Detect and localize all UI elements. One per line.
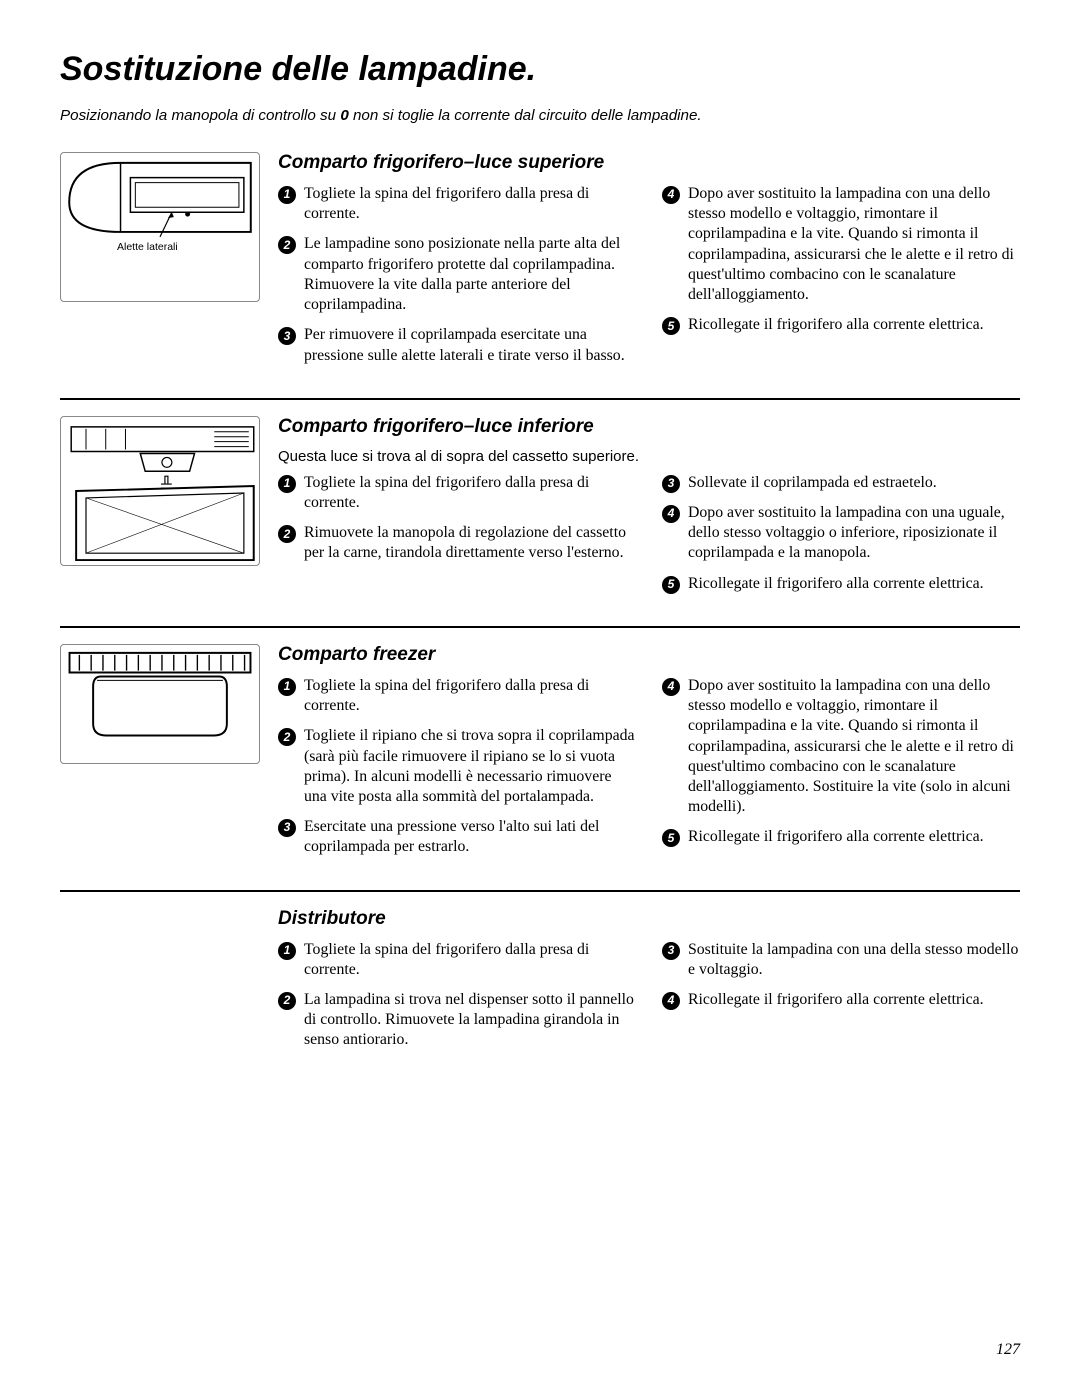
step: 5 Ricollegate il frigorifero alla corrent…	[662, 827, 1020, 847]
section-freezer: Comparto freezer 1 Togliete la spina del …	[60, 644, 1020, 868]
step-number-icon: 4	[662, 505, 680, 523]
step-number-icon: 4	[662, 186, 680, 204]
step-number-icon: 5	[662, 317, 680, 335]
step-text: Togliete la spina del frigorifero dalla …	[304, 940, 636, 980]
section-dispenser: Distributore 1 Togliete la spina del frig…	[60, 908, 1020, 1061]
illustration-freezer	[60, 644, 260, 764]
step-number-icon: 2	[278, 525, 296, 543]
step: 3 Sollevate il coprilampada ed estraetelo…	[662, 473, 1020, 493]
step-number-icon: 2	[278, 236, 296, 254]
section-title: Comparto frigorifero–luce inferiore	[278, 416, 1020, 438]
right-column: 4 Dopo aver sostituito la lampadina con u…	[662, 184, 1020, 376]
illustration-lower	[60, 416, 260, 566]
step-text: Dopo aver sostituito la lampadina con un…	[688, 184, 1020, 305]
step-text: Togliete la spina del frigorifero dalla …	[304, 184, 636, 224]
section-lower-light: Comparto frigorifero–luce inferiore Ques…	[60, 416, 1020, 604]
page-number: 127	[996, 1341, 1020, 1359]
illustration-upper: Alette laterali	[60, 152, 260, 302]
step: 5 Ricollegate il frigorifero alla corrent…	[662, 315, 1020, 335]
intro-text: Posizionando la manopola di controllo su…	[60, 107, 1020, 124]
step-text: Rimuovete la manopola di regolazione del…	[304, 523, 636, 563]
step-number-icon: 3	[662, 475, 680, 493]
step: 1 Togliete la spina del frigorifero dalla…	[278, 940, 636, 980]
divider	[60, 398, 1020, 400]
left-column: 1 Togliete la spina del frigorifero dalla…	[278, 473, 636, 604]
step-number-icon: 4	[662, 992, 680, 1010]
step: 2 La lampadina si trova nel dispenser sot…	[278, 990, 636, 1051]
section-upper-light: Alette laterali Comparto frigorifero–luc…	[60, 152, 1020, 376]
step-text: Sostituite la lampadina con una della st…	[688, 940, 1020, 980]
page-title: Sostituzione delle lampadine.	[60, 50, 1020, 89]
step-text: Togliete la spina del frigorifero dalla …	[304, 473, 636, 513]
left-column: 1 Togliete la spina del frigorifero dalla…	[278, 940, 636, 1061]
divider	[60, 890, 1020, 892]
step: 3 Esercitate una pressione verso l'alto s…	[278, 817, 636, 857]
step-text: Ricollegate il frigorifero alla corrente…	[688, 990, 1020, 1010]
step-text: Togliete il ripiano che si trova sopra i…	[304, 726, 636, 807]
step-number-icon: 3	[662, 942, 680, 960]
section-title: Distributore	[278, 908, 1020, 930]
step-text: La lampadina si trova nel dispenser sott…	[304, 990, 636, 1051]
step-text: Togliete la spina del frigorifero dalla …	[304, 676, 636, 716]
intro-bold: 0	[340, 107, 348, 124]
step: 2 Le lampadine sono posizionate nella par…	[278, 234, 636, 315]
step-number-icon: 2	[278, 728, 296, 746]
step: 3 Sostituite la lampadina con una della s…	[662, 940, 1020, 980]
section-note: Questa luce si trova al di sopra del cas…	[278, 448, 1020, 465]
step: 2 Togliete il ripiano che si trova sopra …	[278, 726, 636, 807]
step-text: Per rimuovere il coprilampada esercitate…	[304, 325, 636, 365]
step: 1 Togliete la spina del frigorifero dalla…	[278, 184, 636, 224]
step: 4 Ricollegate il frigorifero alla corrent…	[662, 990, 1020, 1010]
divider	[60, 626, 1020, 628]
step-text: Esercitate una pressione verso l'alto su…	[304, 817, 636, 857]
step: 1 Togliete la spina del frigorifero dalla…	[278, 676, 636, 716]
step-text: Ricollegate il frigorifero alla corrente…	[688, 827, 1020, 847]
step: 5 Ricollegate il frigorifero alla corrent…	[662, 574, 1020, 594]
section-title: Comparto frigorifero–luce superiore	[278, 152, 1020, 174]
step-number-icon: 1	[278, 678, 296, 696]
step-number-icon: 5	[662, 576, 680, 594]
step: 4 Dopo aver sostituito la lampadina con u…	[662, 676, 1020, 818]
step: 2 Rimuovete la manopola di regolazione de…	[278, 523, 636, 563]
intro-prefix: Posizionando la manopola di controllo su	[60, 107, 340, 124]
step-number-icon: 3	[278, 819, 296, 837]
step: 1 Togliete la spina del frigorifero dalla…	[278, 473, 636, 513]
step-number-icon: 1	[278, 475, 296, 493]
step-number-icon: 1	[278, 942, 296, 960]
step-text: Dopo aver sostituito la lampadina con un…	[688, 676, 1020, 818]
step-text: Dopo aver sostituito la lampadina con un…	[688, 503, 1020, 564]
step-number-icon: 5	[662, 829, 680, 847]
step-number-icon: 2	[278, 992, 296, 1010]
right-column: 3 Sostituite la lampadina con una della s…	[662, 940, 1020, 1061]
step-text: Ricollegate il frigorifero alla corrente…	[688, 315, 1020, 335]
right-column: 4 Dopo aver sostituito la lampadina con u…	[662, 676, 1020, 868]
intro-suffix: non si toglie la corrente dal circuito d…	[349, 107, 702, 124]
step-text: Le lampadine sono posizionate nella part…	[304, 234, 636, 315]
left-column: 1 Togliete la spina del frigorifero dalla…	[278, 184, 636, 376]
step: 4 Dopo aver sostituito la lampadina con u…	[662, 184, 1020, 305]
right-column: 3 Sollevate il coprilampada ed estraetelo…	[662, 473, 1020, 604]
step-text: Ricollegate il frigorifero alla corrente…	[688, 574, 1020, 594]
left-column: 1 Togliete la spina del frigorifero dalla…	[278, 676, 636, 868]
step-number-icon: 3	[278, 327, 296, 345]
step-number-icon: 1	[278, 186, 296, 204]
step: 4 Dopo aver sostituito la lampadina con u…	[662, 503, 1020, 564]
step: 3 Per rimuovere il coprilampada esercitat…	[278, 325, 636, 365]
step-text: Sollevate il coprilampada ed estraetelo.	[688, 473, 1020, 493]
illustration-label: Alette laterali	[117, 241, 178, 253]
section-title: Comparto freezer	[278, 644, 1020, 666]
step-number-icon: 4	[662, 678, 680, 696]
